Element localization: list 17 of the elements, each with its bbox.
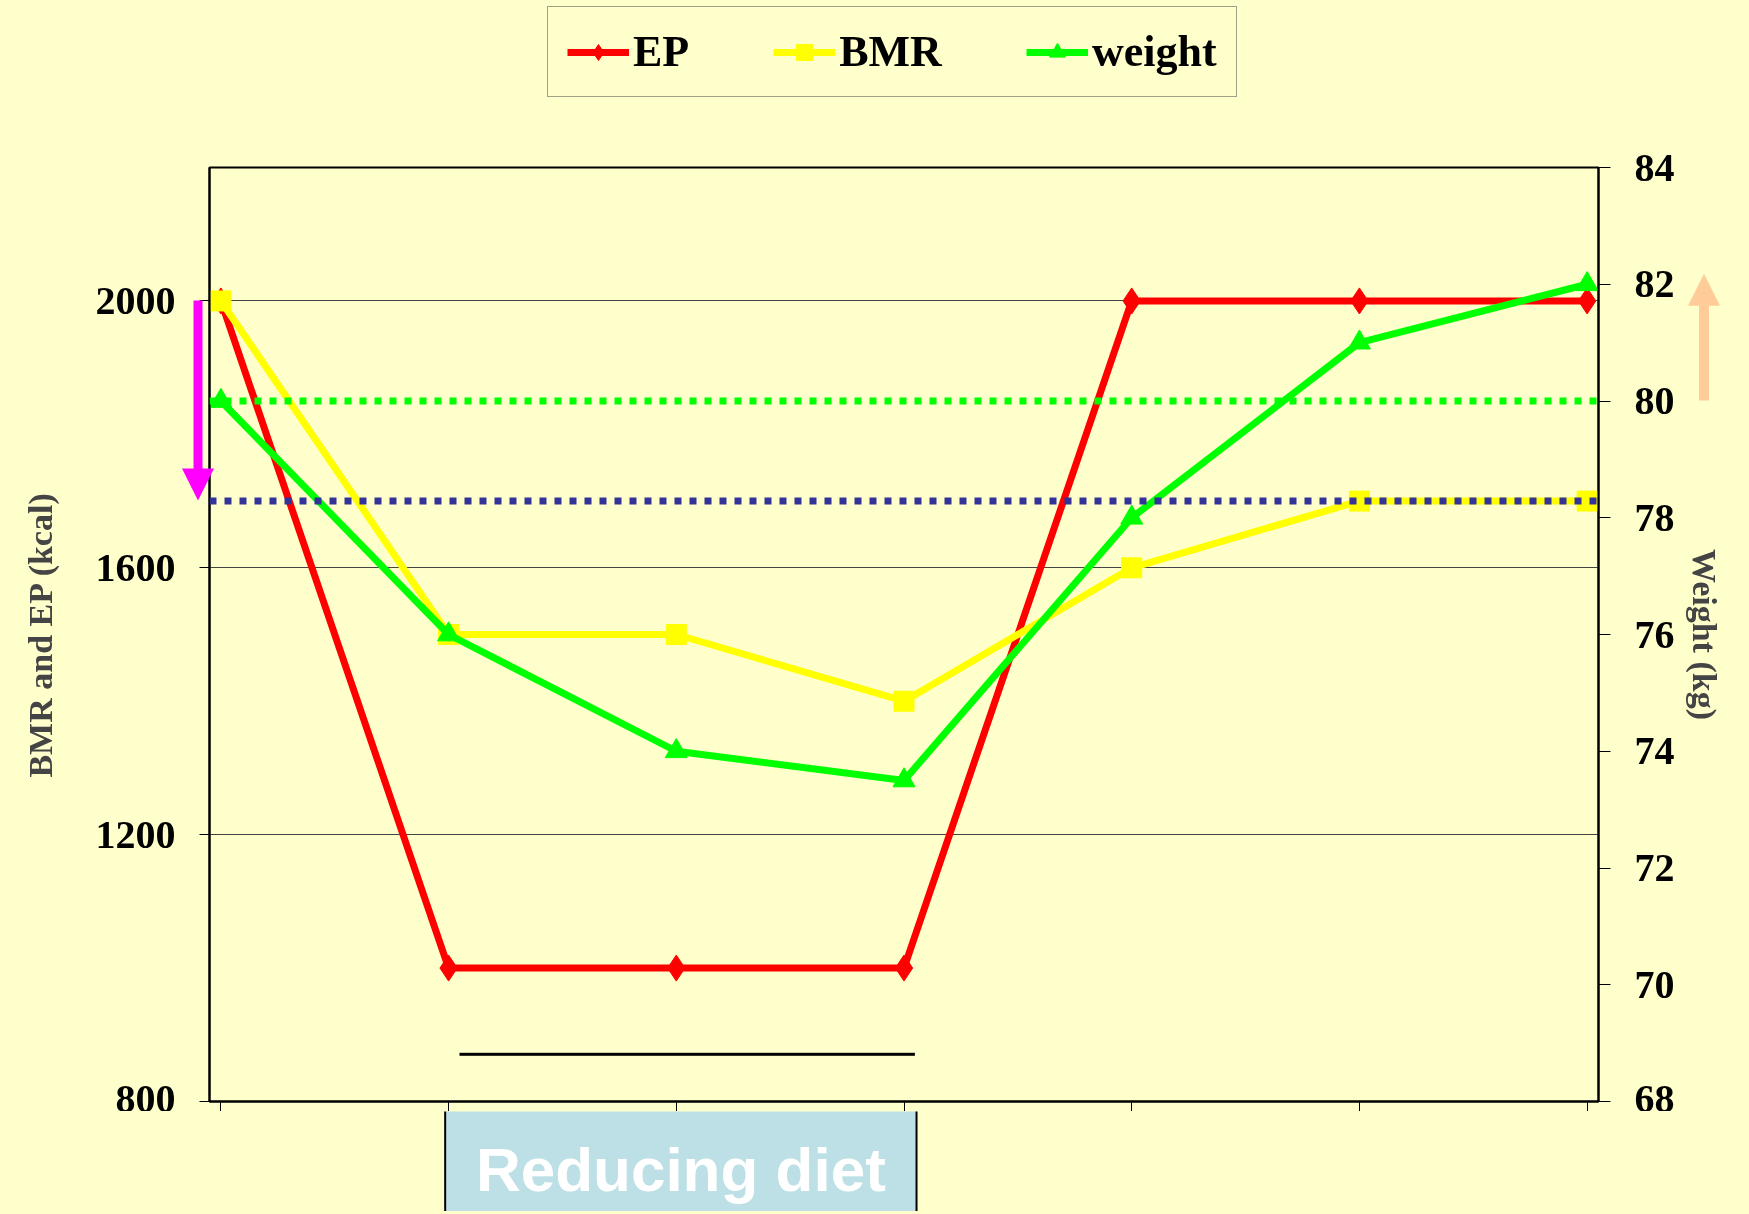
y2-tick-label: 78 <box>1634 494 1675 540</box>
y2-tick-label: 76 <box>1634 611 1675 657</box>
y-tick-label: 2000 <box>95 277 176 323</box>
y2-tick-label: 74 <box>1634 728 1675 774</box>
y-tick-label: 1600 <box>95 544 176 590</box>
y2-tick-label: 80 <box>1634 378 1675 423</box>
legend-label: weight <box>1091 26 1217 77</box>
text: Reducing diet <box>475 1135 886 1204</box>
y2-tick-label: 82 <box>1634 261 1675 307</box>
y2-tick-label: 72 <box>1634 845 1675 890</box>
y-tick-label: 1200 <box>95 811 176 857</box>
legend-label: EP <box>633 26 690 77</box>
y-axis-title: BMR and EP (kcal) <box>21 493 60 778</box>
legend-label: BMR <box>839 26 942 77</box>
y2-tick-label: 70 <box>1634 961 1675 1007</box>
y2-tick-label: 84 <box>1634 144 1675 190</box>
y2-axis-title: Weight (kg) <box>1684 549 1723 720</box>
